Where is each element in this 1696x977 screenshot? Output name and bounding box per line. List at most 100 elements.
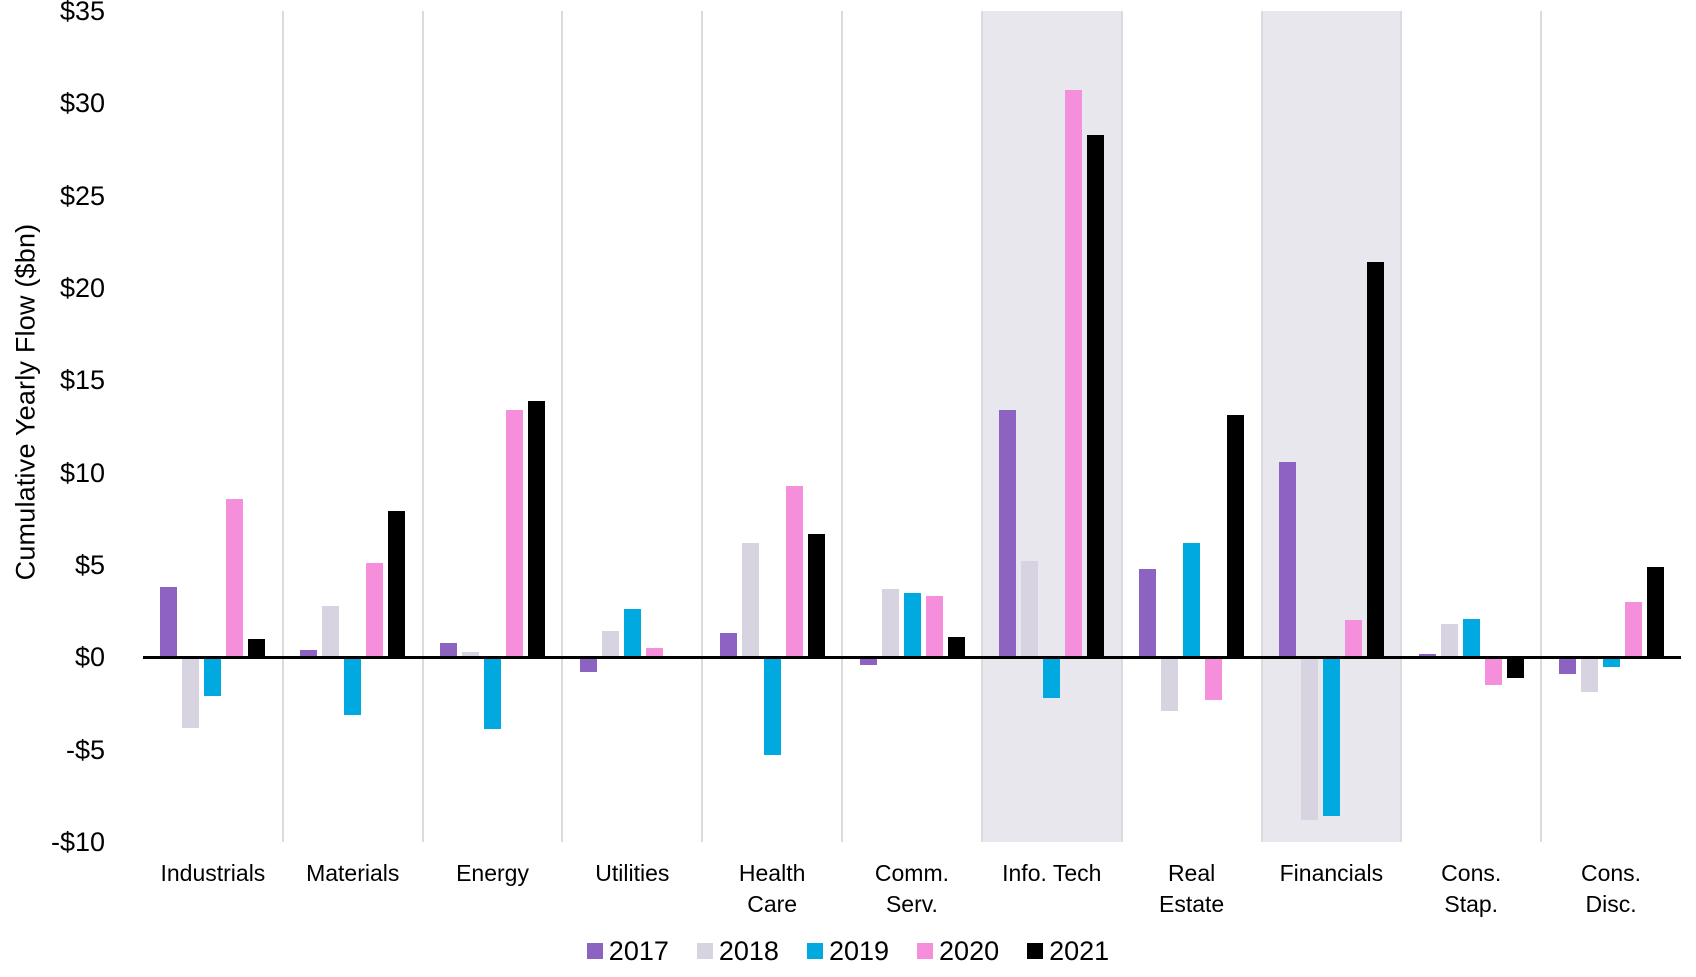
category-label-line: Financials <box>1279 860 1384 886</box>
category-divider-line <box>1260 11 1263 842</box>
bar-2021-health-care <box>807 533 825 658</box>
bar-2020-health-care <box>785 485 803 658</box>
bar-2021-cons-stap <box>1506 657 1524 678</box>
y-tick-label: $5 <box>74 550 105 580</box>
bar-2017-health-care <box>719 633 737 658</box>
category-label-utilities: Utilities <box>562 858 702 920</box>
category-divider-line <box>281 11 284 842</box>
bar-2017-cons-stap <box>1418 653 1436 658</box>
category-label-real-estate: Real Estate <box>1122 858 1262 920</box>
legend-label-2020: 2020 <box>939 936 1000 966</box>
legend-item-2018: 2018 <box>696 936 779 966</box>
bar-2018-cons-stap <box>1440 624 1458 658</box>
bar-2018-financials <box>1300 657 1318 820</box>
bar-2020-financials <box>1344 620 1362 658</box>
bar-2021-financials <box>1366 262 1384 658</box>
category-label-materials: Materials <box>283 858 423 920</box>
bar-2021-comm-serv <box>947 637 965 658</box>
category-divider-line <box>561 11 564 842</box>
bar-2017-real-estate <box>1139 568 1157 658</box>
category-label-cons-stap: Cons. Stap. <box>1401 858 1541 920</box>
category-label-line: Utilities <box>595 860 670 886</box>
category-label-line: Stap. <box>1444 891 1499 917</box>
category-divider-line <box>1120 11 1123 842</box>
zero-axis-line <box>143 655 1681 659</box>
category-label-line: Serv. <box>885 891 938 917</box>
bar-2017-info-tech <box>999 409 1017 658</box>
bar-2017-industrials <box>160 587 178 658</box>
category-labels: Industrials Materials Energy Utilities Healt… <box>143 858 1681 920</box>
bar-2021-info-tech <box>1087 134 1105 658</box>
category-label-line: Info. Tech <box>1002 860 1102 886</box>
legend-item-2019: 2019 <box>806 936 890 966</box>
category-label-financials: Financials <box>1262 858 1402 920</box>
legend-item-2020: 2020 <box>917 936 999 966</box>
plot-area <box>143 11 1681 842</box>
bar-2018-energy <box>462 651 480 658</box>
bar-2018-health-care <box>741 542 759 658</box>
bar-2019-energy <box>484 657 502 730</box>
bar-2020-energy <box>506 409 524 658</box>
bar-2017-materials <box>300 649 318 658</box>
bar-2017-energy <box>440 642 458 658</box>
category-label-line: Energy <box>456 860 529 886</box>
bar-2020-real-estate <box>1205 657 1223 700</box>
legend-swatch-2019 <box>806 943 823 959</box>
category-label-line: Cons. <box>1580 860 1642 886</box>
legend-swatch-2021 <box>1027 943 1044 959</box>
category-label-line: Comm. <box>874 860 950 886</box>
bar-2019-health-care <box>763 657 781 756</box>
bar-2018-comm-serv <box>881 589 899 658</box>
bar-2018-industrials <box>182 657 200 728</box>
legend-swatch-2018 <box>696 943 713 959</box>
category-label-line: Real <box>1167 860 1216 886</box>
bar-2021-industrials <box>248 638 266 658</box>
legend-item-2017: 2017 <box>586 936 669 966</box>
bar-2019-cons-stap <box>1462 618 1480 658</box>
category-label-line: Industrials <box>160 860 266 886</box>
legend-label-2017: 2017 <box>608 936 669 966</box>
bar-2019-materials <box>344 657 362 715</box>
bar-2019-comm-serv <box>903 592 921 658</box>
y-tick-label: -$10 <box>50 827 105 857</box>
category-label-line: Health <box>738 860 806 886</box>
y-tick-label: -$5 <box>65 734 105 765</box>
category-label-line: Estate <box>1158 891 1225 917</box>
legend-item-2021: 2021 <box>1027 936 1109 966</box>
legend-swatch-2017 <box>586 943 603 959</box>
y-tick-label: $25 <box>59 180 105 211</box>
bar-2021-materials <box>388 511 406 658</box>
category-divider-line <box>701 11 704 842</box>
category-label-comm-serv: Comm. Serv. <box>842 858 982 920</box>
category-divider-line <box>421 11 424 842</box>
bar-2020-utilities <box>645 648 663 658</box>
bar-2020-industrials <box>226 498 244 658</box>
bar-2019-industrials <box>204 657 222 697</box>
y-axis-tick-labels: $35 $30 $25 $20 $15 $10 $5 $0 -$5 -$10 <box>0 0 105 977</box>
bar-2019-utilities <box>623 609 641 658</box>
y-tick-label: $15 <box>59 365 105 396</box>
y-tick-label: $30 <box>59 88 105 119</box>
category-label-line: Care <box>747 891 798 917</box>
bar-2020-cons-stap <box>1484 657 1502 686</box>
legend-label-2019: 2019 <box>828 936 890 966</box>
bar-2020-comm-serv <box>925 596 943 658</box>
y-tick-label: $10 <box>59 457 105 488</box>
category-label-line: Disc. <box>1585 891 1637 917</box>
category-label-line: Cons. <box>1441 860 1502 886</box>
bar-2019-info-tech <box>1043 657 1061 698</box>
category-label-cons-disc: Cons. Disc. <box>1541 858 1681 920</box>
bar-2020-cons-disc <box>1624 601 1642 658</box>
legend-swatch-2020 <box>917 943 934 959</box>
category-label-info-tech: Info. Tech <box>982 858 1122 920</box>
bar-2019-financials <box>1322 657 1340 817</box>
bar-2017-financials <box>1278 461 1296 658</box>
bar-2018-utilities <box>601 631 619 658</box>
legend-label-2021: 2021 <box>1049 936 1110 966</box>
bar-2020-materials <box>366 563 384 658</box>
bar-2020-info-tech <box>1065 90 1083 658</box>
legend: 2017 2018 2019 2020 2021 <box>0 936 1696 966</box>
category-divider-line <box>980 11 983 842</box>
bar-2019-cons-disc <box>1602 657 1620 667</box>
